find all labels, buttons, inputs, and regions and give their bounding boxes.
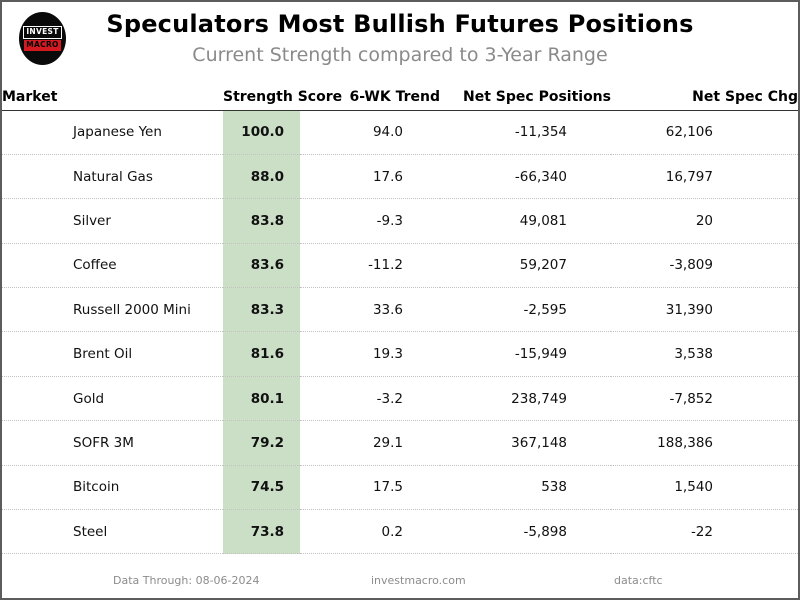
table-row: Gold 80.1 -3.2 238,749 -7,852: [2, 376, 798, 421]
net-positions-cell: 367,148: [511, 434, 567, 451]
trend-cell: 29.1: [372, 434, 403, 451]
page-subtitle: Current Strength compared to 3-Year Rang…: [192, 44, 608, 66]
table-row: SOFR 3M 79.2 29.1 367,148 188,386: [2, 420, 798, 466]
net-chg-cell: -7,852: [669, 390, 713, 407]
trend-cell: 33.6: [372, 301, 403, 318]
trend-cell: 0.2: [381, 523, 403, 540]
trend-cell: -9.3: [376, 212, 403, 229]
table-row: Steel 73.8 0.2 -5,898 -22: [2, 509, 798, 554]
strength-score-cell: 83.8: [223, 198, 300, 244]
market-cell: Gold: [73, 390, 105, 407]
net-chg-cell: 188,386: [657, 434, 713, 451]
strength-score-cell: 83.6: [223, 243, 300, 288]
trend-cell: 17.6: [372, 168, 403, 185]
strength-score-cell: 74.5: [223, 465, 300, 510]
investmacro-logo: INVEST MACRO: [19, 12, 66, 65]
net-chg-cell: -22: [690, 523, 713, 540]
strength-score-cell: 83.3: [223, 287, 300, 332]
table-row: Brent Oil 81.6 19.3 -15,949 3,538: [2, 331, 798, 377]
strength-score-cell: 80.1: [223, 376, 300, 421]
market-cell: Natural Gas: [73, 168, 153, 185]
column-header-net-spec-positions: Net Spec Positions: [463, 89, 611, 106]
strength-score-cell: 88.0: [223, 154, 300, 199]
logo-invest-text: INVEST: [23, 26, 62, 39]
market-cell: SOFR 3M: [73, 434, 134, 451]
market-cell: Coffee: [73, 257, 117, 274]
table-row: Natural Gas 88.0 17.6 -66,340 16,797: [2, 154, 798, 199]
market-cell: Brent Oil: [73, 346, 133, 363]
net-positions-cell: -66,340: [514, 168, 567, 185]
trend-cell: 17.5: [372, 479, 403, 496]
trend-cell: -3.2: [376, 390, 403, 407]
table-row: Japanese Yen 100.0 94.0 -11,354 62,106: [2, 110, 798, 155]
column-header-6wk-trend: 6-WK Trend: [349, 89, 441, 106]
page-title: Speculators Most Bullish Futures Positio…: [106, 10, 694, 38]
footer-data-source: data:cftc: [614, 574, 663, 587]
net-positions-cell: 59,207: [519, 257, 567, 274]
market-cell: Steel: [73, 523, 108, 540]
net-chg-cell: 62,106: [665, 124, 713, 141]
table-row: Russell 2000 Mini 83.3 33.6 -2,595 31,39…: [2, 287, 798, 332]
trend-cell: 19.3: [372, 346, 403, 363]
footer-website: investmacro.com: [371, 574, 466, 587]
net-positions-cell: 238,749: [511, 390, 567, 407]
market-cell: Japanese Yen: [73, 124, 162, 141]
net-positions-cell: 538: [541, 479, 567, 496]
trend-cell: 94.0: [372, 124, 403, 141]
net-chg-cell: 31,390: [665, 301, 713, 318]
footer-data-through: Data Through: 08-06-2024: [113, 574, 260, 587]
table-header-row: Market Strength Score 6-WK Trend Net Spe…: [2, 85, 798, 110]
net-chg-cell: 3,538: [674, 346, 713, 363]
net-chg-cell: 16,797: [665, 168, 713, 185]
net-positions-cell: -11,354: [514, 124, 567, 141]
table-row: Coffee 83.6 -11.2 59,207 -3,809: [2, 243, 798, 288]
column-header-market: Market: [2, 89, 58, 106]
market-cell: Silver: [73, 212, 111, 229]
market-cell: Russell 2000 Mini: [73, 301, 191, 318]
net-positions-cell: -5,898: [523, 523, 567, 540]
net-positions-cell: 49,081: [519, 212, 567, 229]
net-chg-cell: -3,809: [669, 257, 713, 274]
column-header-strength-score: Strength Score: [223, 89, 343, 106]
table-row: Bitcoin 74.5 17.5 538 1,540: [2, 465, 798, 510]
market-cell: Bitcoin: [73, 479, 120, 496]
table-row: Silver 83.8 -9.3 49,081 20: [2, 198, 798, 244]
strength-score-cell: 73.8: [223, 509, 300, 554]
column-header-net-spec-chg: Net Spec Chg: [692, 89, 798, 106]
net-chg-cell: 1,540: [674, 479, 713, 496]
strength-score-cell: 100.0: [223, 110, 300, 155]
net-chg-cell: 20: [695, 212, 713, 229]
logo-macro-text: MACRO: [24, 40, 61, 51]
strength-score-cell: 79.2: [223, 420, 300, 466]
trend-cell: -11.2: [368, 257, 403, 274]
net-positions-cell: -2,595: [523, 301, 567, 318]
positions-table: Market Strength Score 6-WK Trend Net Spe…: [2, 85, 798, 554]
net-positions-cell: -15,949: [514, 346, 567, 363]
strength-score-cell: 81.6: [223, 331, 300, 377]
